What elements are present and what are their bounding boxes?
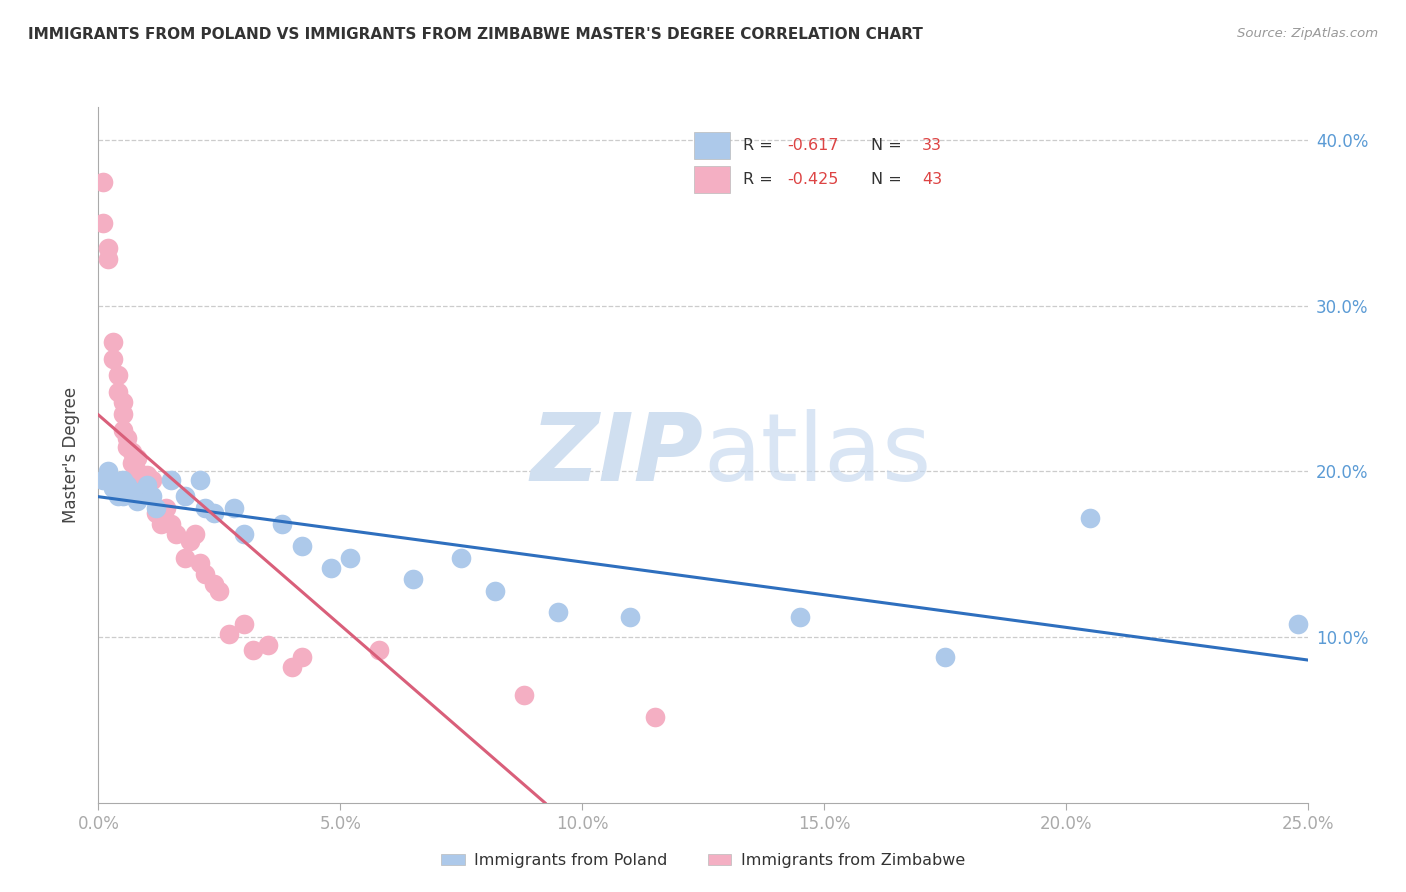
Point	[101, 335, 124, 350]
Point	[934, 650, 956, 665]
Point	[111, 395, 134, 409]
Point	[450, 550, 472, 565]
Point	[174, 550, 197, 565]
Point	[91, 175, 114, 189]
Point	[107, 489, 129, 503]
Legend: Immigrants from Poland, Immigrants from Zimbabwe: Immigrants from Poland, Immigrants from …	[434, 847, 972, 875]
Point	[232, 616, 254, 631]
Point	[127, 494, 149, 508]
Point	[111, 473, 134, 487]
Point	[111, 489, 134, 503]
Point	[127, 467, 149, 482]
Point	[101, 351, 124, 366]
Point	[131, 484, 153, 499]
Point	[290, 650, 312, 665]
Point	[174, 489, 197, 503]
Point	[319, 560, 342, 574]
Point	[1286, 616, 1309, 631]
Point	[179, 534, 201, 549]
Text: atlas: atlas	[703, 409, 931, 501]
Point	[121, 484, 143, 499]
Point	[111, 407, 134, 421]
Point	[97, 465, 120, 479]
Point	[194, 500, 217, 515]
Point	[131, 473, 153, 487]
Bar	[695, 167, 730, 194]
Text: R =: R =	[742, 172, 778, 187]
Point	[97, 241, 120, 255]
Point	[165, 527, 187, 541]
Point	[117, 440, 139, 454]
Text: N =: N =	[870, 138, 907, 153]
Point	[513, 688, 536, 702]
Text: -0.425: -0.425	[787, 172, 839, 187]
Point	[644, 709, 666, 723]
Point	[368, 643, 391, 657]
Point	[160, 517, 183, 532]
Point	[121, 444, 143, 458]
Point	[789, 610, 811, 624]
Point	[484, 583, 506, 598]
Point	[91, 216, 114, 230]
Point	[188, 556, 211, 570]
Point	[402, 572, 425, 586]
Bar	[695, 132, 730, 159]
Point	[97, 252, 120, 267]
Point	[145, 500, 167, 515]
Point	[107, 368, 129, 383]
Text: 33: 33	[922, 138, 942, 153]
Point	[339, 550, 361, 565]
Point	[135, 477, 157, 491]
Point	[145, 506, 167, 520]
Point	[160, 473, 183, 487]
Point	[188, 473, 211, 487]
Point	[232, 527, 254, 541]
Point	[117, 431, 139, 445]
Point	[204, 577, 226, 591]
Point	[121, 456, 143, 470]
Point	[127, 465, 149, 479]
Point	[619, 610, 641, 624]
Point	[256, 639, 278, 653]
Point	[290, 539, 312, 553]
Point	[204, 506, 226, 520]
Point	[141, 473, 163, 487]
Text: N =: N =	[870, 172, 907, 187]
Text: 43: 43	[922, 172, 942, 187]
Point	[101, 473, 124, 487]
Point	[150, 517, 173, 532]
Text: IMMIGRANTS FROM POLAND VS IMMIGRANTS FROM ZIMBABWE MASTER'S DEGREE CORRELATION C: IMMIGRANTS FROM POLAND VS IMMIGRANTS FRO…	[28, 27, 922, 42]
Text: Source: ZipAtlas.com: Source: ZipAtlas.com	[1237, 27, 1378, 40]
Text: ZIP: ZIP	[530, 409, 703, 501]
Point	[135, 467, 157, 482]
Point	[117, 477, 139, 491]
Text: -0.617: -0.617	[787, 138, 839, 153]
Point	[141, 489, 163, 503]
Point	[111, 423, 134, 437]
Point	[218, 627, 240, 641]
Point	[155, 500, 177, 515]
Point	[101, 481, 124, 495]
Point	[184, 527, 207, 541]
Point	[194, 567, 217, 582]
Point	[547, 605, 569, 619]
Point	[91, 473, 114, 487]
Point	[107, 384, 129, 399]
Point	[281, 660, 304, 674]
Point	[222, 500, 245, 515]
Point	[208, 583, 231, 598]
Text: R =: R =	[742, 138, 778, 153]
Point	[271, 517, 294, 532]
Point	[1078, 511, 1101, 525]
Point	[127, 451, 149, 466]
Y-axis label: Master's Degree: Master's Degree	[62, 387, 80, 523]
Point	[242, 643, 264, 657]
